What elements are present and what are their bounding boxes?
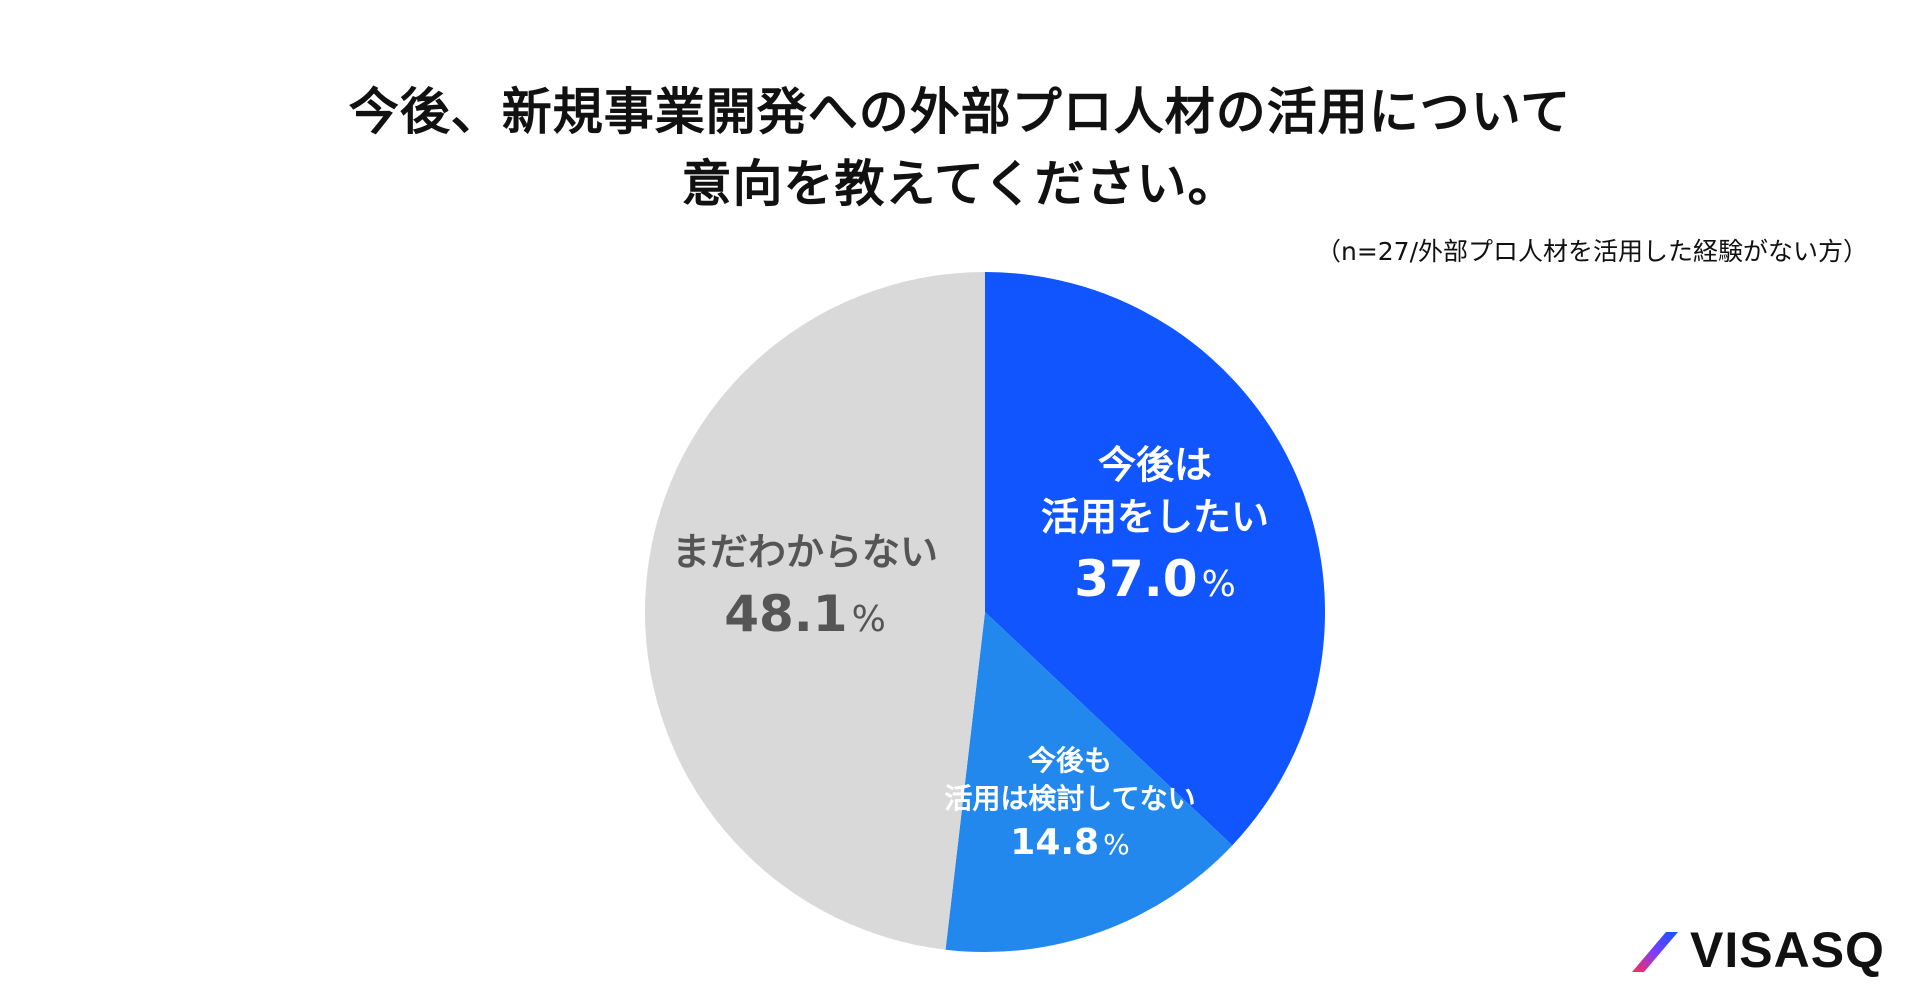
brand-slash-icon xyxy=(1632,932,1678,972)
slice-value: 48.1% xyxy=(724,585,886,643)
brand-name: VISASQ xyxy=(1690,922,1885,978)
slice-value: 37.0% xyxy=(1074,550,1236,608)
slice-label-line: 活用は検討してない xyxy=(944,782,1195,815)
pie-slice-2 xyxy=(945,612,1233,952)
pie-slice-1 xyxy=(985,272,1325,846)
chart-title: 今後、新規事業開発への外部プロ人材の活用について 意向を教えてください。 xyxy=(0,76,1920,220)
sample-note: （n=27/外部プロ人材を活用した経験がない方） xyxy=(1315,237,1868,266)
slice-label-line: 今後も xyxy=(1028,744,1112,777)
slice-label-line: 活用をしたい xyxy=(1041,495,1269,539)
slice-value: 14.8% xyxy=(1010,822,1129,863)
pie-slice-3 xyxy=(644,272,985,950)
chart-title-line2: 意向を教えてください。 xyxy=(681,155,1239,213)
slice-label-3: まだわからない 48.1% xyxy=(672,530,938,643)
chart-title-line1: 今後、新規事業開発への外部プロ人材の活用について xyxy=(348,83,1572,141)
slice-label-line: まだわからない xyxy=(672,530,938,574)
brand-logo: VISASQ xyxy=(1628,920,1898,980)
slice-label-line: 今後は xyxy=(1098,443,1212,487)
